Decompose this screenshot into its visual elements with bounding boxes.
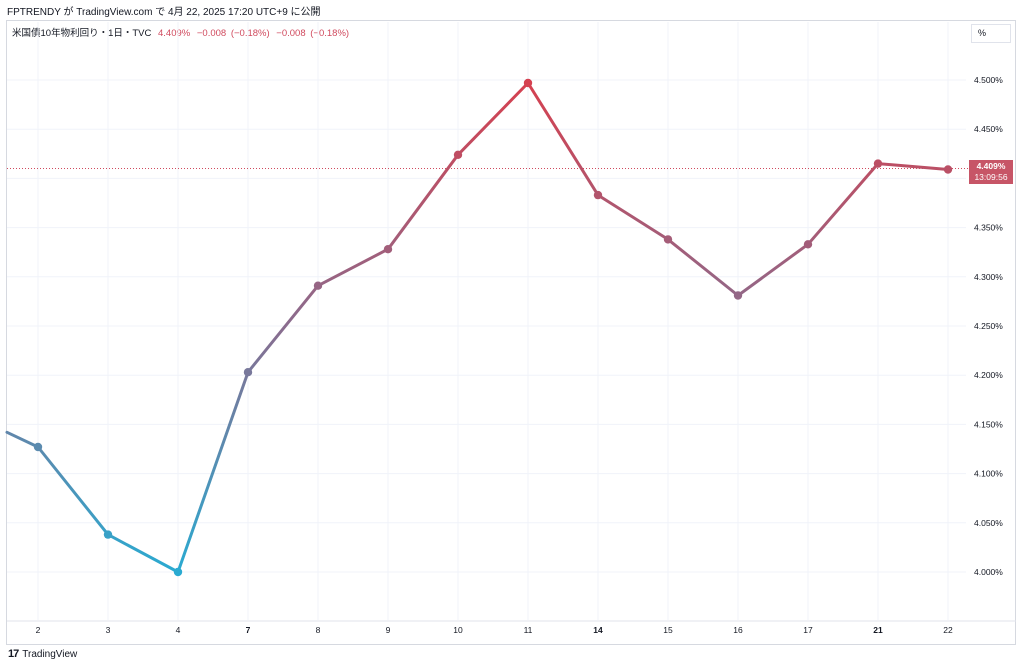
- last-value: 4.409%: [158, 28, 191, 39]
- x-tick-label: 14: [593, 625, 603, 635]
- x-tick-label: 8: [316, 625, 321, 635]
- y-tick-label: 4.050%: [974, 518, 1003, 528]
- y-tick-label: 4.450%: [974, 124, 1003, 134]
- data-point: [803, 240, 813, 249]
- x-tick-label: 16: [733, 625, 743, 635]
- grid-layer: [7, 22, 1016, 622]
- last-price-tag: 4.409% 13:09:56: [969, 160, 1013, 184]
- data-point: [453, 150, 463, 159]
- x-tick-label: 2: [36, 625, 41, 635]
- series-line: [5, 81, 950, 574]
- price-tag-countdown: 13:09:56: [974, 172, 1008, 182]
- data-point: [383, 245, 393, 254]
- data-point: [103, 530, 113, 539]
- change-percent: (−0.18%): [230, 28, 270, 39]
- y-tick-label: 4.300%: [974, 272, 1003, 282]
- x-tick-label: 7: [246, 625, 251, 635]
- y-tick-label: 4.250%: [974, 321, 1003, 331]
- price-tag-value: 4.409%: [976, 161, 1006, 171]
- data-point: [943, 165, 953, 174]
- x-tick-label: 11: [524, 625, 533, 635]
- y-tick-label: 4.350%: [974, 223, 1003, 233]
- data-point: [173, 567, 183, 577]
- publisher-caption: FPTRENDY が TradingView.com で 4月 22, 2025…: [7, 7, 321, 18]
- change-value: −0.008: [196, 28, 227, 39]
- data-point: [873, 159, 883, 168]
- y-tick-label: 4.000%: [974, 567, 1003, 577]
- x-tick-label: 17: [803, 625, 813, 635]
- tradingview-brand: TradingView: [22, 648, 78, 660]
- y-tick-label: 4.100%: [974, 469, 1003, 479]
- symbol-name[interactable]: 米国債10年物利回り・1日・TVC: [12, 28, 152, 39]
- change-percent-2: (−0.18%): [310, 28, 350, 39]
- x-tick-label: 10: [453, 625, 463, 635]
- x-tick-label: 22: [943, 625, 953, 635]
- x-tick-label: 15: [663, 625, 673, 635]
- data-point: [33, 442, 43, 452]
- data-point: [313, 281, 323, 290]
- data-point: [663, 235, 673, 244]
- percent-scale-button[interactable]: %: [971, 24, 1011, 43]
- x-tick-label: 4: [176, 625, 181, 635]
- data-point: [593, 190, 603, 200]
- y-axis: 4.000% 4.050% 4.100% 4.150% 4.200% 4.250% 4.30…: [974, 75, 1003, 577]
- data-point: [733, 291, 743, 300]
- symbol-legend[interactable]: 米国債10年物利回り・1日・TVC 4.409% −0.008 (−0.18%)…: [12, 25, 349, 39]
- tradingview-logo[interactable]: 17 TradingView: [8, 648, 77, 660]
- x-axis: 2 3 4 7 8 9 10 11 14 15 16 17 21 22: [36, 625, 953, 635]
- data-point: [243, 368, 253, 377]
- y-tick-label: 4.500%: [974, 75, 1003, 85]
- x-tick-label: 21: [873, 625, 883, 635]
- data-point: [523, 78, 533, 88]
- x-tick-label: 3: [106, 625, 111, 635]
- chart-frame: [6, 20, 1016, 645]
- change-value-2: −0.008: [276, 28, 306, 39]
- tradingview-mark-icon: 17: [8, 648, 19, 660]
- y-tick-label: 4.200%: [974, 370, 1003, 380]
- series-markers: [33, 78, 953, 577]
- x-tick-label: 9: [386, 625, 391, 635]
- y-tick-label: 4.150%: [974, 419, 1003, 429]
